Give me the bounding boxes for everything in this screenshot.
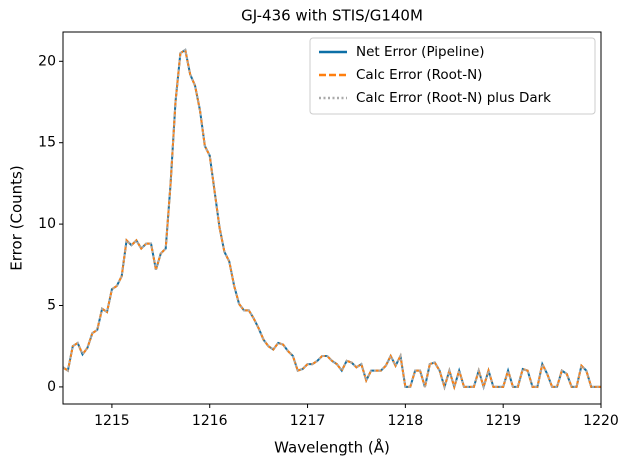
plot-frame [62,31,602,405]
legend-box [309,37,596,115]
y-tick-label: 0 [47,379,56,395]
x-tick-label: 1217 [290,413,326,429]
y-axis-label: Error (Counts) [8,165,26,270]
y-tick-label: 20 [38,53,56,69]
legend: Net Error (Pipeline) Calc Error (Root-N) C… [309,37,596,115]
y-tick-label: 15 [38,135,56,151]
y-tick-label: 10 [38,216,56,232]
x-tick-label: 1220 [583,413,619,429]
legend-label: Net Error (Pipeline) [356,44,485,60]
legend-label: Calc Error (Root-N) [356,67,482,83]
x-tick-label: 1218 [388,413,424,429]
x-tick-label: 1216 [192,413,228,429]
chart-title: GJ-436 with STIS/G140M [241,7,423,25]
x-tick-label: 1219 [485,413,521,429]
y-tick-label: 5 [47,298,56,314]
data-line [63,48,601,391]
legend-label: Calc Error (Root-N) plus Dark [356,90,551,106]
x-tick-label: 1215 [94,413,130,429]
x-axis-label: Wavelength (Å) [274,438,390,457]
